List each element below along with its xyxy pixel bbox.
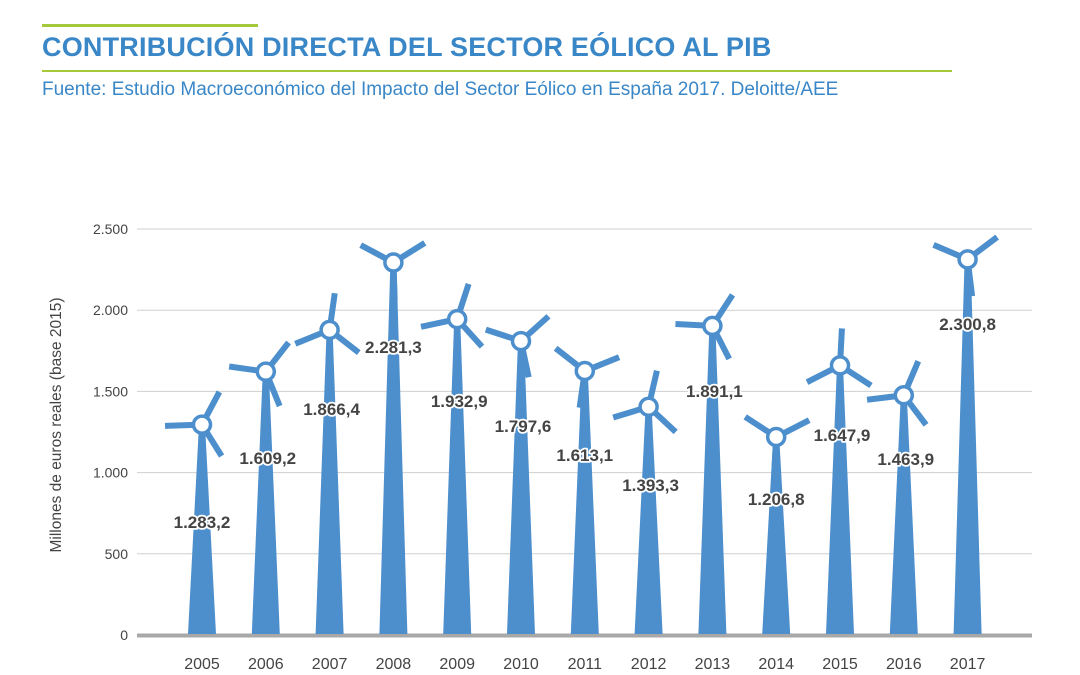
turbines [164,234,999,634]
turbine-hub [893,385,915,406]
value-label: 1.609,2 [239,449,296,468]
value-label: 1.463,9 [877,450,934,469]
turbine-2012 [612,370,678,634]
x-tick-label: 2013 [695,656,731,673]
value-label: 1.932,9 [431,392,488,411]
y-tick-label: 2.000 [93,302,128,318]
turbine-2005 [164,390,225,634]
turbine-2009 [420,282,485,634]
chart-title: CONTRIBUCIÓN DIRECTA DEL SECTOR EÓLICO A… [42,32,772,62]
turbine-2007 [294,292,361,634]
y-tick-label: 1.000 [93,465,128,481]
x-tick-label: 2015 [822,656,858,673]
x-tick-label: 2011 [568,656,603,673]
turbine-hub [383,252,404,273]
y-axis-label: Millones de euros reales (base 2015) [48,297,65,552]
turbine-hub [829,355,851,376]
turbine-2006 [228,340,291,634]
turbine-tower [826,365,854,634]
turbine-tower [315,329,344,634]
turbine-tower [251,371,280,634]
turbine-tower [507,341,535,634]
turbine-tower [762,437,791,634]
turbine-2017 [932,234,999,634]
x-tick-label: 2016 [886,656,922,673]
x-tick-label: 2010 [503,656,539,673]
turbine-2016 [866,360,929,634]
x-tick-label: 2008 [376,656,412,673]
turbine-hub [638,396,659,417]
turbine-hub [510,330,532,352]
value-label: 1.647,9 [814,426,871,445]
turbine-hub [957,249,978,270]
turbine-2010 [484,314,551,634]
value-label: 1.797,6 [495,417,552,436]
turbine-tower [443,319,472,634]
y-tick-label: 500 [105,546,129,562]
turbine-2008 [359,240,427,634]
x-tick-label: 2007 [312,656,348,673]
turbine-hub [319,319,340,341]
x-tick-label: 2009 [439,656,475,673]
value-label: 2.300,8 [939,315,996,334]
turbine-tower [953,259,982,634]
x-tick-label: 2012 [631,656,667,673]
x-axis-ticks: 2005 2006 2007 2008 2009 2010 2011 2012 2013 2014… [184,656,985,673]
value-labels: 1.283,2 1.609,2 1.866,4 2.281,3 1.932,9 1.797… [172,313,998,534]
header-top-rule [42,24,258,27]
turbine-tower [698,325,727,634]
value-label: 1.891,1 [686,382,743,401]
value-label: 1.613,1 [556,446,613,465]
turbine-2015 [805,328,873,634]
title-underline [42,70,952,72]
y-tick-label: 2.500 [93,221,128,237]
y-tick-label: 1.500 [93,383,128,399]
x-tick-label: 2017 [950,656,986,673]
y-axis-ticks: 0 500 1.000 1.500 2.000 2.500 [93,221,128,643]
turbine-tower [188,424,216,634]
turbine-2013 [675,293,736,634]
turbine-hub [191,414,213,435]
turbine-hub [574,360,596,382]
turbine-tower [570,371,599,634]
turbine-tower [379,262,408,634]
turbine-tower [634,406,663,634]
x-tick-label: 2014 [758,656,794,673]
turbine-hub [255,361,277,382]
value-label: 1.206,8 [748,490,805,509]
y-tick-label: 0 [120,627,128,643]
x-tick-label: 2006 [248,656,284,673]
value-label: 1.283,2 [174,513,231,532]
turbine-tower [889,395,918,634]
chart-subtitle: Fuente: Estudio Macroeconómico del Impac… [42,79,839,100]
turbine-2011 [553,345,621,634]
turbine-hub [446,308,468,330]
x-axis-line [137,633,1032,638]
value-label: 2.281,3 [365,338,422,357]
turbine-hub [765,426,787,448]
turbine-hub [702,315,723,337]
x-tick-label: 2005 [184,656,220,673]
value-label: 1.866,4 [303,400,360,419]
value-label: 1.393,3 [622,476,679,495]
turbine-2014 [743,414,811,634]
